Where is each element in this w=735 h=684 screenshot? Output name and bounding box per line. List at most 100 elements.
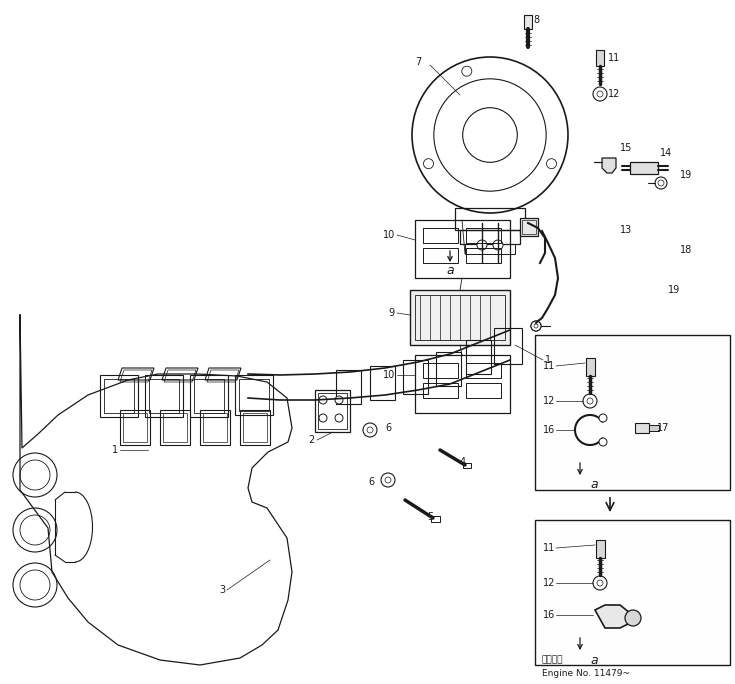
Bar (100, 375, 138, 417)
Circle shape (385, 477, 391, 483)
Bar (535, 520, 730, 665)
Circle shape (597, 91, 603, 97)
Bar (466, 363, 501, 378)
Bar (649, 425, 659, 431)
Circle shape (463, 107, 517, 162)
Bar (423, 363, 458, 378)
Bar (431, 516, 440, 522)
Circle shape (547, 159, 556, 169)
Bar (415, 355, 510, 413)
Bar (494, 328, 522, 364)
Circle shape (625, 610, 641, 626)
Text: Engine No. 11479~: Engine No. 11479~ (542, 668, 630, 677)
Bar (104, 379, 134, 413)
Bar (163, 413, 187, 442)
Bar (596, 50, 604, 66)
Bar (415, 295, 505, 340)
Bar (635, 423, 649, 433)
Circle shape (412, 57, 568, 213)
Bar (160, 410, 190, 445)
Text: 8: 8 (533, 15, 539, 25)
Text: 6: 6 (385, 423, 391, 433)
Text: 11: 11 (543, 543, 555, 553)
Bar (466, 340, 491, 374)
Circle shape (599, 414, 607, 422)
Text: a: a (590, 479, 598, 492)
Bar (463, 463, 471, 468)
Circle shape (13, 453, 57, 497)
Circle shape (587, 398, 593, 404)
Text: 18: 18 (680, 245, 692, 255)
Text: 1: 1 (112, 445, 118, 455)
Text: 1: 1 (545, 355, 551, 365)
Circle shape (319, 414, 327, 422)
Bar (465, 244, 515, 254)
Text: 16: 16 (543, 610, 555, 620)
Circle shape (534, 324, 538, 328)
Bar (370, 366, 395, 400)
Bar (240, 410, 270, 445)
Circle shape (462, 66, 472, 76)
Bar (586, 358, 595, 376)
Text: 5: 5 (427, 512, 433, 522)
Text: 16: 16 (543, 425, 555, 435)
Text: a: a (590, 653, 598, 666)
Bar (423, 228, 458, 243)
Circle shape (13, 563, 57, 607)
Bar (466, 248, 501, 263)
Bar (120, 410, 150, 445)
Text: 11: 11 (608, 53, 620, 63)
Circle shape (593, 87, 607, 101)
Polygon shape (595, 605, 630, 628)
Text: 15: 15 (620, 143, 632, 153)
Bar (520, 218, 538, 236)
Text: 12: 12 (608, 89, 620, 99)
Circle shape (531, 321, 541, 331)
Circle shape (531, 321, 541, 331)
Bar (522, 220, 536, 234)
Text: 11: 11 (543, 361, 555, 371)
Bar (455, 208, 525, 230)
Bar (423, 383, 458, 398)
Circle shape (599, 438, 607, 446)
Text: 12: 12 (543, 578, 556, 588)
Circle shape (363, 423, 377, 437)
Bar (336, 370, 361, 404)
Text: 適用号機: 適用号機 (542, 655, 564, 664)
Bar (149, 379, 179, 413)
Polygon shape (602, 158, 616, 173)
Bar (535, 335, 730, 490)
Circle shape (583, 394, 597, 408)
Text: 19: 19 (680, 170, 692, 180)
Circle shape (593, 576, 607, 590)
Bar (410, 290, 510, 345)
Circle shape (658, 180, 664, 186)
Bar (243, 413, 267, 442)
Bar (235, 375, 273, 415)
Bar (630, 162, 658, 174)
Bar (466, 383, 501, 398)
Bar (315, 390, 350, 432)
Bar (423, 248, 458, 263)
Text: a: a (446, 265, 453, 278)
Text: 10: 10 (383, 370, 395, 380)
Bar (403, 360, 428, 394)
Bar (145, 375, 183, 417)
Text: 14: 14 (660, 148, 673, 158)
Bar (190, 375, 228, 417)
Bar (200, 410, 230, 445)
Circle shape (20, 570, 50, 600)
Text: 19: 19 (668, 285, 681, 295)
Bar (318, 393, 347, 429)
Bar (203, 413, 227, 442)
Circle shape (597, 580, 603, 586)
Circle shape (493, 240, 503, 250)
Bar (415, 220, 510, 278)
Circle shape (319, 396, 327, 404)
Bar (194, 379, 224, 413)
Circle shape (20, 460, 50, 490)
Text: 10: 10 (383, 230, 395, 240)
Text: 7: 7 (415, 57, 421, 67)
Bar (436, 352, 461, 386)
Text: 12: 12 (543, 396, 556, 406)
